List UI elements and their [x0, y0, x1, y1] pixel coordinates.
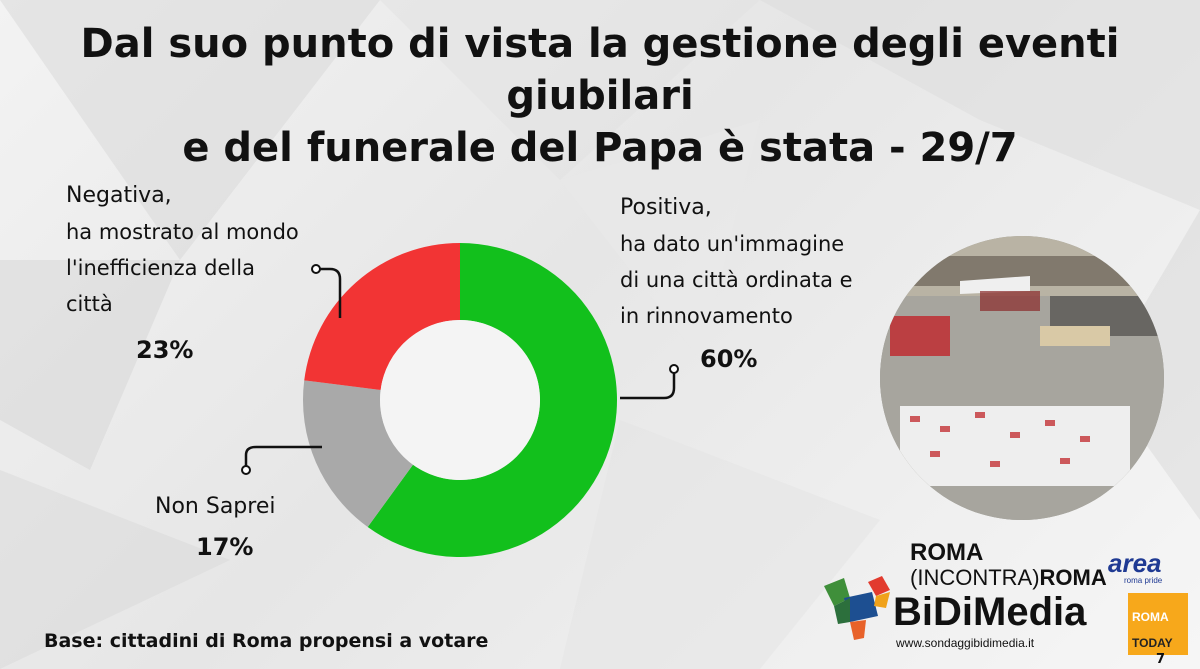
label-negativa-line-1: Negativa, — [66, 183, 172, 208]
roma-logo-roma: ROMA — [1039, 565, 1107, 590]
percent-negativa: 23% — [136, 336, 194, 364]
donut-hole — [380, 320, 540, 480]
roma-incontra-roma-logo: ROMA (INCONTRA)ROMA — [910, 541, 1107, 589]
roma-today-line-1: ROMA — [1132, 610, 1169, 624]
label-negativa-line-4: città — [66, 292, 113, 316]
label-positiva-line-4: in rinnovamento — [620, 304, 793, 328]
roma-logo-line-2: (INCONTRA)ROMA — [910, 567, 1107, 589]
roma-logo-incontra: (INCONTRA) — [910, 565, 1040, 590]
leader-line-negativa — [318, 267, 342, 318]
leader-dot-positiva — [669, 364, 679, 374]
roma-logo-line-1: ROMA — [910, 539, 984, 566]
label-positiva-line-3: di una città ordinata e — [620, 268, 853, 292]
leader-dot-non-saprei — [241, 465, 251, 475]
percent-non-saprei: 17% — [196, 533, 254, 561]
chart-title: Dal suo punto di vista la gestione degli… — [0, 18, 1200, 174]
area-logo: area — [1108, 548, 1162, 578]
label-positiva: Positiva, ha dato un'immagine di una cit… — [620, 190, 853, 334]
area-logo-subtitle: roma pride — [1124, 576, 1163, 585]
leader-line-non-saprei — [244, 445, 322, 467]
label-non-saprei: Non Saprei — [155, 494, 276, 519]
donut-slice-negativa — [304, 243, 460, 390]
donut-slice-positiva — [367, 243, 617, 557]
donut-slice-non-saprei — [303, 380, 413, 528]
title-line-2: e del funerale del Papa è stata - 29/7 — [182, 125, 1018, 171]
website-url[interactable]: www.sondaggibidimedia.it — [896, 636, 1035, 650]
base-note: Base: cittadini di Roma propensi a votar… — [44, 630, 489, 652]
label-negativa-line-3: l'inefficienza della — [66, 256, 255, 280]
percent-positiva: 60% — [700, 345, 758, 373]
roma-today-logo: ROMA TODAY — [1128, 593, 1188, 655]
leader-line-positiva — [620, 372, 676, 400]
roma-today-line-2: TODAY — [1132, 636, 1173, 650]
rooster-icon — [824, 576, 890, 640]
title-line-1: Dal suo punto di vista la gestione degli… — [80, 21, 1120, 119]
label-positiva-line-1: Positiva, — [620, 195, 712, 220]
st-peters-square-photo — [880, 236, 1164, 520]
label-positiva-line-2: ha dato un'immagine — [620, 232, 845, 256]
donut-chart — [303, 243, 617, 557]
label-negativa-line-2: ha mostrato al mondo — [66, 220, 299, 244]
label-negativa: Negativa, ha mostrato al mondo l'ineffic… — [66, 178, 299, 322]
leader-dot-negativa — [311, 264, 321, 274]
page-number: 7 — [1156, 652, 1166, 667]
bidimedia-logo: BiDiMedia — [893, 590, 1087, 634]
